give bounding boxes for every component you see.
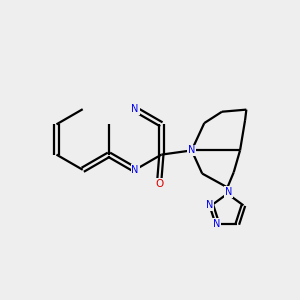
Text: N: N [213, 219, 220, 229]
Text: O: O [155, 179, 164, 189]
Text: N: N [225, 187, 232, 197]
Text: N: N [131, 104, 139, 114]
Text: N: N [131, 165, 139, 175]
Text: N: N [206, 200, 213, 210]
Text: N: N [188, 146, 195, 155]
